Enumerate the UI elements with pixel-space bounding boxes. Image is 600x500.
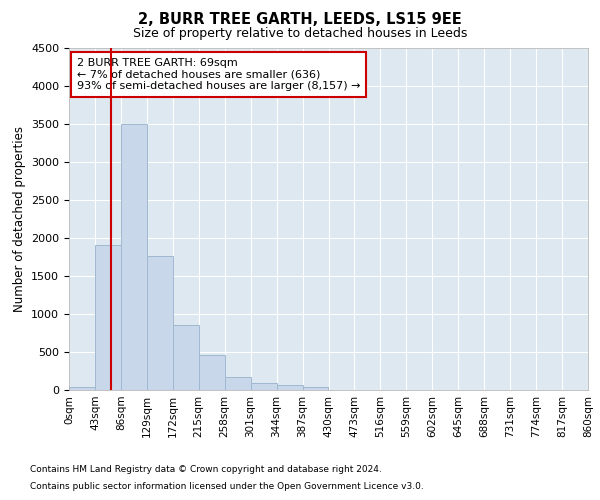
Bar: [302, 387, 329, 390]
Text: 2 BURR TREE GARTH: 69sqm
← 7% of detached houses are smaller (636)
93% of semi-d: 2 BURR TREE GARTH: 69sqm ← 7% of detache…: [77, 58, 360, 91]
Text: Contains HM Land Registry data © Crown copyright and database right 2024.: Contains HM Land Registry data © Crown c…: [30, 466, 382, 474]
Text: Contains public sector information licensed under the Open Government Licence v3: Contains public sector information licen…: [30, 482, 424, 491]
Bar: [224, 376, 251, 390]
Bar: [173, 326, 199, 390]
Bar: [69, 387, 95, 390]
Text: Size of property relative to detached houses in Leeds: Size of property relative to detached ho…: [133, 28, 467, 40]
Y-axis label: Number of detached properties: Number of detached properties: [13, 126, 26, 312]
Bar: [147, 256, 173, 390]
Bar: [251, 383, 277, 390]
Bar: [95, 246, 121, 390]
Bar: [121, 124, 147, 390]
Text: 2, BURR TREE GARTH, LEEDS, LS15 9EE: 2, BURR TREE GARTH, LEEDS, LS15 9EE: [138, 12, 462, 28]
Bar: [199, 356, 224, 390]
Bar: [277, 386, 302, 390]
